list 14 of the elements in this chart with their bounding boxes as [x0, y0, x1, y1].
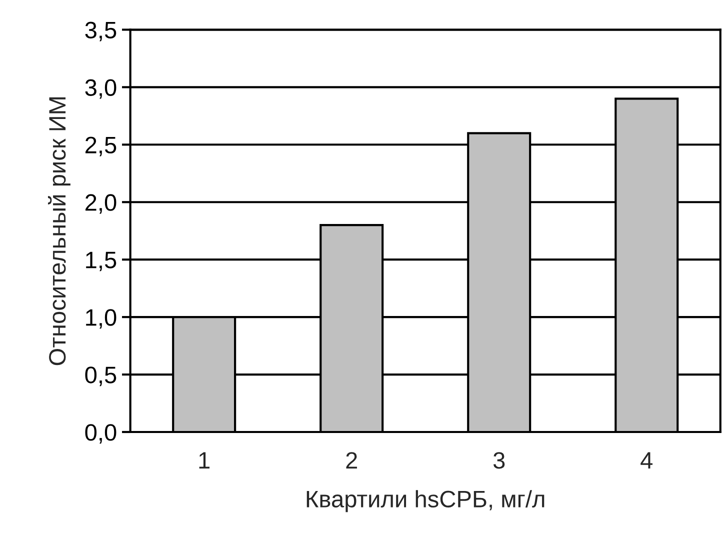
y-tick-label: 1,0 [86, 309, 116, 329]
y-tick-label: 3,0 [85, 79, 116, 99]
y-tick-label: 0,0 [85, 424, 116, 444]
x-tick-label: 4 [640, 452, 652, 469]
x-axis-title: Квартили hsСРБ, мг/л [306, 490, 544, 512]
x-tick-label: 2 [346, 452, 357, 469]
y-tick-label: 3,5 [85, 22, 116, 42]
y-tick-label: 0,5 [85, 366, 116, 386]
y-axis-title: Относительный риск ИМ [48, 97, 70, 366]
y-tick-label: 2,5 [85, 136, 116, 156]
y-tick-label: 1,5 [86, 252, 116, 272]
x-tick-label: 3 [493, 452, 505, 469]
x-tick-label: 1 [199, 452, 210, 469]
y-tick-label: 2,0 [85, 194, 116, 214]
